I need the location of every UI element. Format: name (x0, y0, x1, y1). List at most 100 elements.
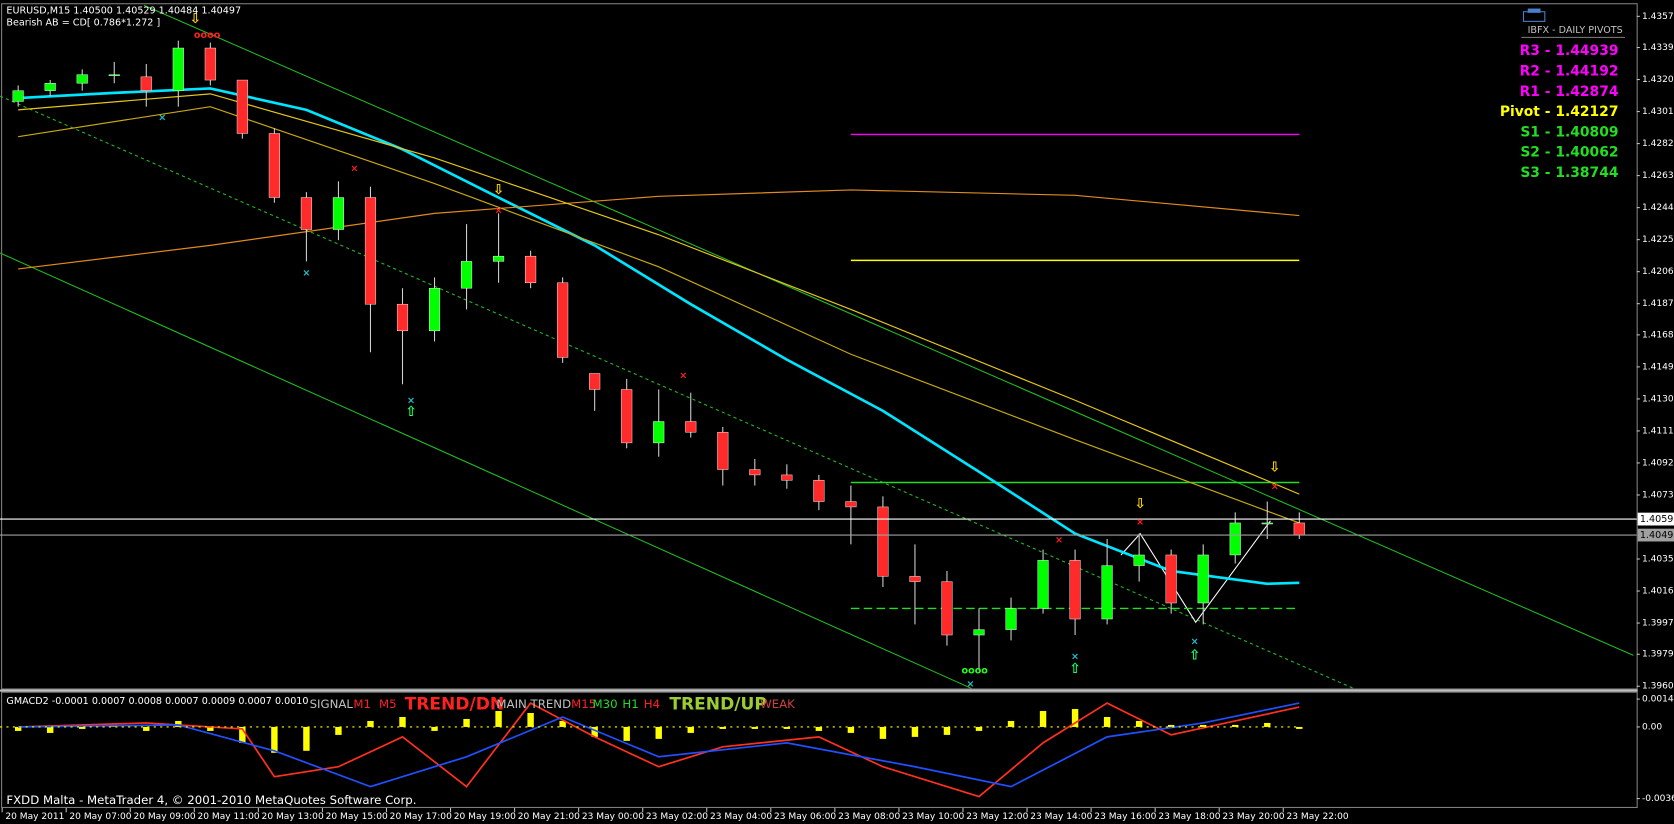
pivot-label: R1 - 1.42874 (1520, 84, 1619, 100)
candle-body (12, 90, 24, 102)
histogram-bar (1135, 720, 1143, 727)
channel-middle (0, 95, 1354, 689)
histogram-bar (751, 726, 759, 729)
candle-body (204, 47, 216, 81)
macd-line (18, 701, 1300, 798)
histogram-bar (943, 726, 951, 735)
histogram-bar (335, 726, 342, 735)
histogram-bar (911, 726, 919, 737)
trend-label: M1 (353, 697, 371, 711)
price-tag (1637, 528, 1674, 542)
logo-top (1527, 8, 1541, 13)
x-tick-label: 20 May 15:00 (326, 812, 388, 822)
histogram-bar (1103, 716, 1111, 727)
y-tick-label: 1.41495 (1642, 362, 1674, 372)
histogram-bar (175, 720, 182, 727)
pivot-label: R2 - 1.44192 (1520, 64, 1619, 80)
pivot-label: S3 - 1.38744 (1520, 165, 1618, 181)
candle-body (428, 287, 441, 332)
candle-body (236, 79, 248, 134)
sell-arrow: ⇩ (1134, 496, 1146, 512)
candle-body (781, 474, 793, 481)
candle-body (525, 255, 537, 284)
histogram-bar (879, 726, 887, 739)
candle-body (493, 255, 505, 262)
x-tick-label: 23 May 08:00 (838, 812, 900, 822)
histogram-bar (655, 726, 662, 739)
candle-body (1037, 560, 1049, 609)
trend-label: SIGNAL (310, 697, 354, 711)
candle-body (749, 469, 761, 476)
histogram-bar (1167, 724, 1175, 727)
y-tick-label: 1.41685 (1642, 330, 1674, 340)
histogram-bar (591, 726, 598, 737)
histogram-bar (527, 713, 534, 727)
buy-arrow: ⇧ (1189, 647, 1201, 663)
y-tick-label: 1.39790 (1642, 650, 1674, 660)
candle-body (461, 261, 473, 289)
y-tick-label: 1.42060 (1642, 267, 1674, 277)
buy-cross: × (1191, 636, 1199, 647)
y-tick-label: 1.40355 (1642, 555, 1674, 565)
histogram-bar (559, 720, 566, 727)
candle-body (813, 480, 825, 502)
y-tick-label: 1.41115 (1642, 426, 1674, 436)
histogram-bar (79, 726, 86, 729)
buy-arrow: ⇧ (1069, 661, 1081, 677)
y-tick-label: 1.42440 (1642, 203, 1674, 213)
price-tag (1637, 512, 1674, 526)
histogram-bar (1199, 724, 1207, 727)
candle-body (845, 501, 857, 508)
y-tick-label: 1.39600 (1642, 682, 1674, 692)
x-tick-label: 23 May 02:00 (646, 812, 708, 822)
x-tick-label: 23 May 18:00 (1158, 812, 1220, 822)
sell-circles: oooo (194, 30, 221, 41)
price-tag-label: 1.40497 (1640, 530, 1674, 541)
y-tick-label: 1.41305 (1642, 394, 1674, 404)
y-tick-label: 1.43010 (1642, 107, 1674, 117)
sell-cross: × (1055, 535, 1063, 546)
histogram-bar (815, 726, 823, 731)
x-tick-label: 20 May 21:00 (518, 812, 580, 822)
candle-body (44, 83, 56, 91)
candle-body (589, 373, 601, 390)
y-tick-label: 1.43200 (1642, 75, 1674, 85)
main-frame (1, 3, 1638, 690)
histogram-bar (46, 726, 54, 733)
buy-circles: oooo (962, 665, 989, 676)
histogram-bar (1007, 720, 1015, 727)
histogram-bar (975, 726, 983, 731)
histogram-bar (271, 726, 278, 753)
moving-average (18, 93, 1300, 495)
y-tick-label: 1.42630 (1642, 171, 1674, 181)
histogram-bar (687, 726, 694, 733)
x-tick-label: 23 May 04:00 (710, 812, 772, 822)
x-tick-label: 20 May 11:00 (198, 812, 260, 822)
chart-layer: R3 - 1.44939 R2 - 1.44192 R1 - 1.42874 Pivo… (0, 12, 1674, 822)
moving-average (18, 189, 1300, 270)
x-tick-label: 23 May 06:00 (774, 812, 836, 822)
pivot-label: R3 - 1.44939 (1520, 43, 1619, 59)
histogram-bar (431, 726, 438, 731)
buy-arrow: ⇧ (405, 404, 417, 420)
histogram-bar (463, 718, 470, 727)
histogram-bar (1264, 722, 1271, 727)
histogram-bar (207, 726, 214, 731)
channel-upper (143, 4, 1634, 656)
x-tick-label: 20 May 17:00 (390, 812, 452, 822)
histogram-bar (495, 711, 502, 727)
moving-average (18, 106, 1300, 524)
trend-label: M5 (379, 697, 397, 711)
buy-cross: × (966, 679, 974, 690)
histogram-bar (1232, 724, 1239, 727)
pivot-label: Pivot - 1.42127 (1500, 104, 1619, 120)
sell-cross: × (1271, 482, 1279, 493)
histogram-bar (719, 726, 726, 729)
sell-arrow: ⇩ (190, 11, 202, 27)
candle-body (396, 303, 409, 332)
histogram-bar (847, 726, 855, 733)
histogram-bar (1296, 726, 1303, 729)
candle-body (300, 197, 312, 230)
histogram-bar (143, 726, 150, 731)
candle-body (1229, 522, 1241, 556)
